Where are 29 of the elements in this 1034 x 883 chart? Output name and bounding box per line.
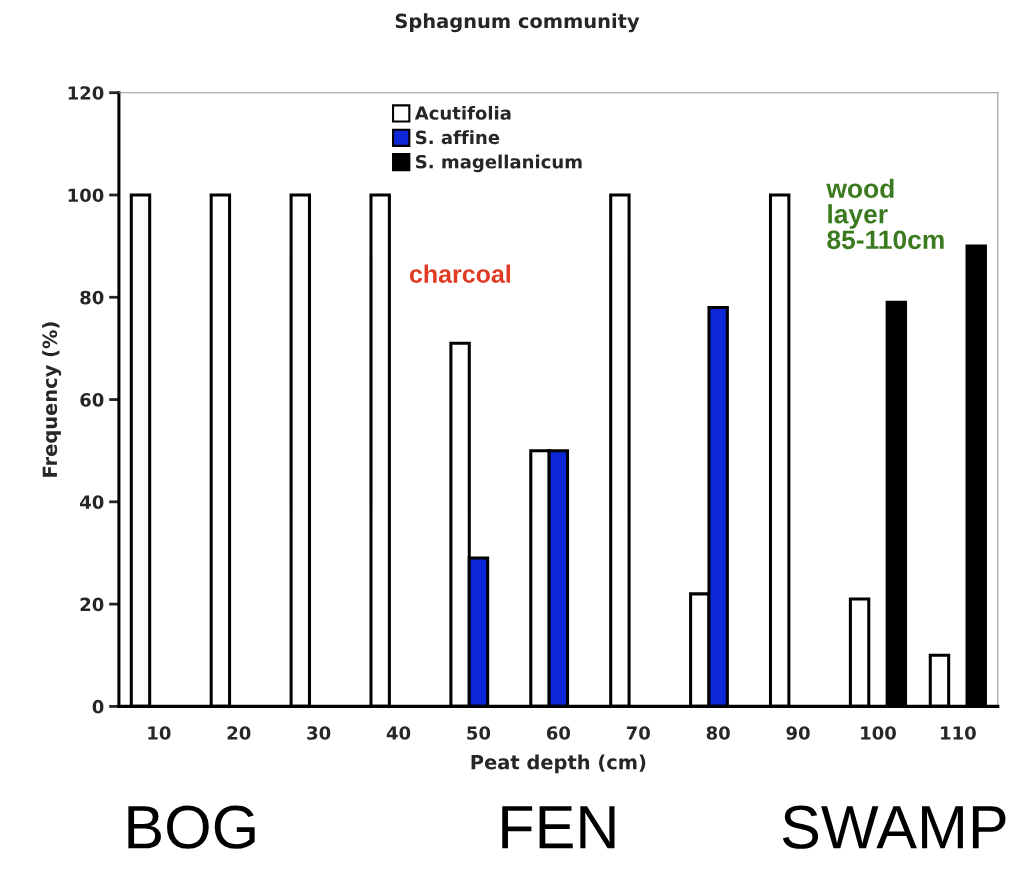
chart-title: Sphagnum community (395, 13, 640, 33)
x-tick-label: 20 (227, 726, 251, 740)
legend-label: S. magellanicum (416, 154, 582, 173)
annotation: wood layer 85-110cm (826, 178, 944, 250)
x-tick-label: 90 (786, 726, 810, 740)
x-tick-label: 10 (148, 726, 171, 740)
legend-label: S. affine (416, 130, 500, 145)
x-tick-label: 30 (307, 726, 331, 740)
y-tick-label: 80 (80, 290, 104, 305)
y-tick-label: 60 (80, 393, 104, 407)
x-axis-title: Peat depth (cm) (471, 754, 646, 774)
x-tick-label: 110 (941, 726, 976, 740)
x-tick-label: 40 (386, 726, 411, 740)
y-tick-label: 20 (80, 597, 104, 612)
annotation: charcoal (409, 264, 511, 283)
y-tick-label: 100 (68, 188, 104, 203)
y-tick-label: 0 (92, 699, 104, 714)
text: BOG (128, 805, 255, 849)
legend-label: Acutifolia (414, 105, 511, 120)
x-tick-label: 60 (546, 726, 571, 740)
y-axis-title: Frequency (%) (42, 322, 62, 477)
x-tick-label: 80 (706, 726, 730, 740)
y-tick-label: 40 (80, 495, 104, 509)
x-tick-label: 70 (626, 726, 650, 740)
text: FEN (502, 806, 615, 849)
text: SWAMP (782, 805, 1006, 849)
x-tick-label: 100 (861, 726, 896, 740)
y-tick-label: 120 (68, 86, 104, 100)
x-tick-label: 50 (467, 726, 491, 740)
